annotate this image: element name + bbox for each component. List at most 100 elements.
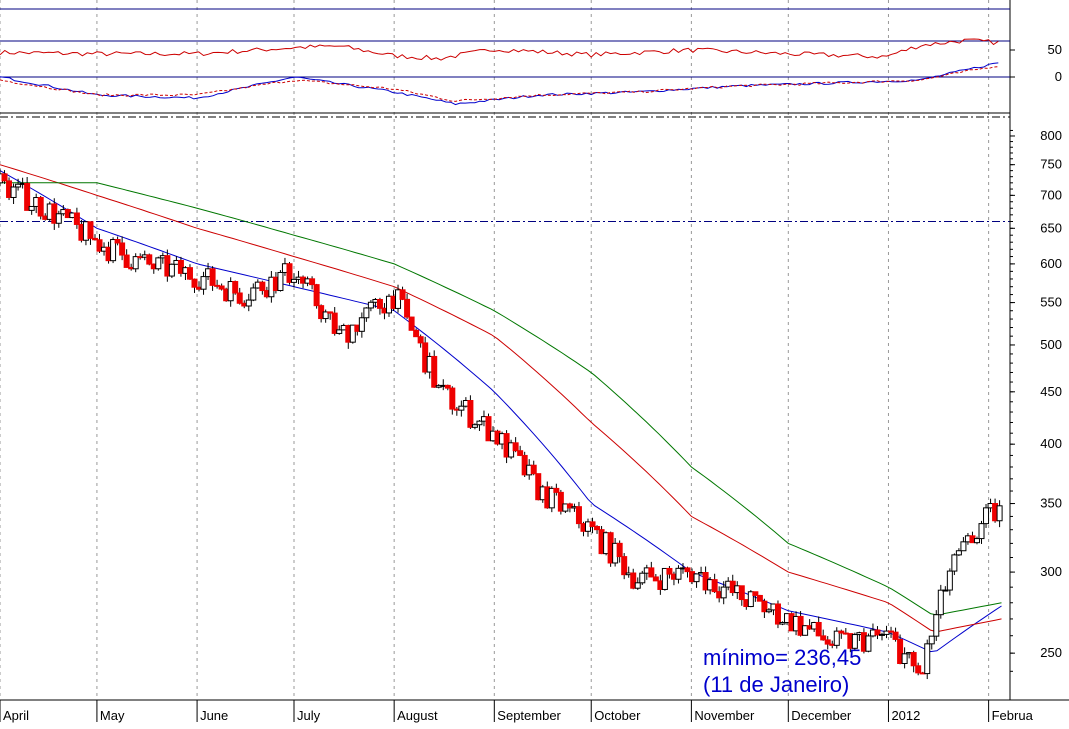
x-tick-label: September xyxy=(497,708,561,723)
candle-down xyxy=(96,239,103,252)
candle-down xyxy=(621,556,628,576)
annotation-minimum: mínimo= 236,45 xyxy=(703,645,861,670)
y-tick-label: 600 xyxy=(1040,256,1062,271)
candle-down xyxy=(874,629,881,636)
candle-down xyxy=(897,638,904,664)
candle-down xyxy=(236,292,243,304)
candle-down xyxy=(756,594,763,602)
candle-down xyxy=(774,603,781,625)
candle-up xyxy=(960,541,967,552)
candle-down xyxy=(512,442,519,452)
y-tick-label: 700 xyxy=(1040,187,1062,202)
candle-down xyxy=(824,639,831,645)
candle-down xyxy=(232,281,239,294)
y-tick-label: 650 xyxy=(1040,220,1062,235)
candle-up xyxy=(955,550,962,556)
candle-down xyxy=(485,416,492,442)
candle-up xyxy=(55,213,62,224)
candle-up xyxy=(349,324,356,343)
candle-down xyxy=(119,242,126,256)
candle-down xyxy=(666,567,673,575)
candle-up xyxy=(661,567,668,590)
y-tick-label: 550 xyxy=(1040,295,1062,310)
candle-down xyxy=(652,576,659,582)
candle-down xyxy=(331,312,338,334)
candle-down xyxy=(191,278,198,288)
candle-down xyxy=(417,336,424,344)
candle-up xyxy=(996,505,1003,522)
y-tick-label: 450 xyxy=(1040,384,1062,399)
candle-down xyxy=(589,521,596,528)
y-tick-label: 250 xyxy=(1040,645,1062,660)
candle-down xyxy=(761,600,768,613)
candle-down xyxy=(915,665,922,674)
candle-down xyxy=(404,298,411,318)
candle-up xyxy=(155,257,162,270)
candle-down xyxy=(838,630,845,634)
candle-up xyxy=(363,307,370,319)
candle-up xyxy=(15,183,22,188)
candle-up xyxy=(250,287,257,301)
candle-down xyxy=(91,237,98,241)
x-tick-label: Februa xyxy=(992,708,1034,723)
annotation-date: (11 de Janeiro) xyxy=(703,672,849,697)
candle-down xyxy=(820,635,827,641)
x-tick-label: April xyxy=(3,708,29,723)
candle-up xyxy=(720,586,727,599)
candle-down xyxy=(408,316,415,331)
candle-down xyxy=(87,221,94,239)
candle-down xyxy=(218,285,225,290)
candle-down xyxy=(815,621,822,637)
candle-down xyxy=(209,268,216,286)
osc-top-series-0 xyxy=(0,38,999,61)
y-tick-label: 500 xyxy=(1040,337,1062,352)
candle-down xyxy=(616,542,623,558)
candle-down xyxy=(24,182,31,211)
candle-down xyxy=(37,197,44,217)
x-tick-label: 2012 xyxy=(891,708,920,723)
candle-up xyxy=(322,311,329,320)
candle-up xyxy=(245,299,252,307)
candle-up xyxy=(132,256,139,270)
candle-down xyxy=(711,579,718,593)
candle-up xyxy=(10,186,17,198)
x-tick-label: June xyxy=(200,708,228,723)
candle-up xyxy=(28,205,35,211)
y-tick-label: 350 xyxy=(1040,496,1062,511)
candle-up xyxy=(200,276,207,290)
candle-down xyxy=(431,355,438,388)
candle-up xyxy=(937,589,944,616)
candle-up xyxy=(933,614,940,637)
candle-up xyxy=(883,630,890,635)
candle-up xyxy=(639,572,646,584)
candle-up xyxy=(851,634,858,649)
candle-up xyxy=(924,643,931,675)
candle-up xyxy=(471,424,478,428)
candle-down xyxy=(752,591,759,596)
candle-down xyxy=(186,267,193,280)
candle-down xyxy=(146,254,153,265)
candle-down xyxy=(286,263,293,283)
candle-down xyxy=(309,278,316,286)
candle-down xyxy=(1,173,8,182)
candle-up xyxy=(277,271,284,292)
candle-up xyxy=(336,329,343,334)
candle-up xyxy=(548,487,555,509)
candle-up xyxy=(367,301,374,309)
candle-up xyxy=(833,630,840,646)
candle-up xyxy=(110,239,117,262)
x-tick-label: August xyxy=(397,708,438,723)
candle-down xyxy=(376,298,383,309)
moving-average-2 xyxy=(0,182,1002,616)
candle-down xyxy=(327,311,334,314)
candle-up xyxy=(168,263,175,277)
candle-up xyxy=(634,582,641,589)
candle-down xyxy=(444,384,451,389)
candle-up xyxy=(747,591,754,608)
candle-down xyxy=(566,503,573,509)
y-tick-label: 400 xyxy=(1040,436,1062,451)
candle-up xyxy=(951,554,958,572)
candle-down xyxy=(684,567,691,573)
